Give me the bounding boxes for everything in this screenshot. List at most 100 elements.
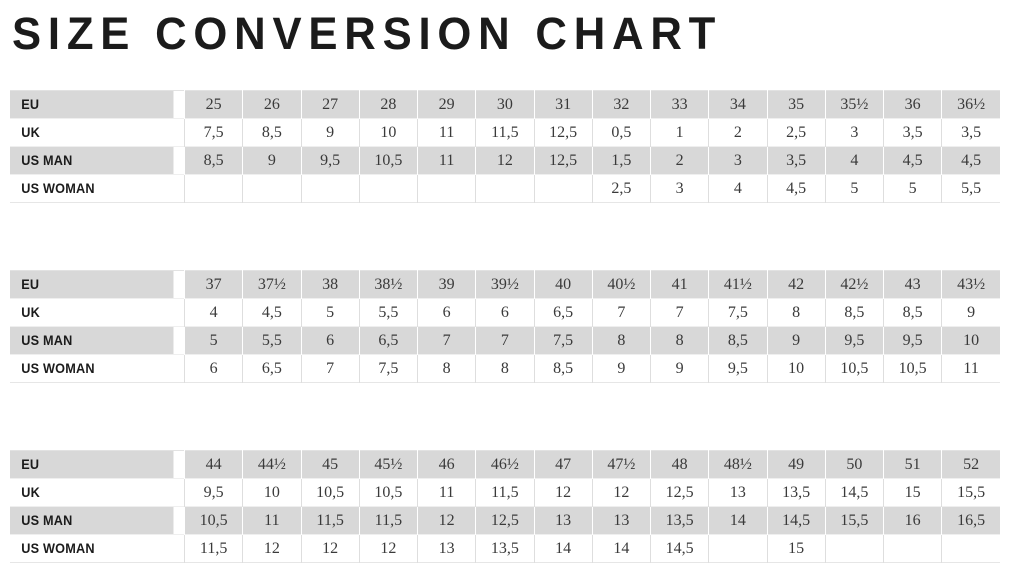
cell: 3 xyxy=(708,146,767,175)
cell: 45 xyxy=(300,450,360,479)
cell: 11 xyxy=(941,354,1000,383)
cell: 7 xyxy=(475,326,534,355)
cell: 12 xyxy=(591,478,651,507)
cell xyxy=(533,174,593,203)
cell: 14 xyxy=(708,506,767,535)
cell: 46 xyxy=(416,450,476,479)
cell: 13 xyxy=(591,506,651,535)
cell: 42 xyxy=(766,270,826,299)
cell: 9,5 xyxy=(882,326,942,355)
cell: 10,5 xyxy=(183,506,243,535)
table-row: US WOMAN 2,5 3 4 4,5 5 5 5,5 xyxy=(10,174,1000,203)
cell: 13 xyxy=(416,534,476,563)
row-label-uk: UK xyxy=(10,118,175,147)
cell xyxy=(941,534,1000,563)
cell: 9,5 xyxy=(183,478,243,507)
cell: 12,5 xyxy=(533,146,593,175)
cell: 4 xyxy=(183,298,243,327)
cell: 16,5 xyxy=(941,506,1000,535)
cell: 12 xyxy=(475,146,534,175)
cell: 26 xyxy=(242,90,301,119)
cell: 5 xyxy=(183,326,243,355)
cell: 14 xyxy=(533,534,593,563)
cell: 9 xyxy=(591,354,651,383)
cell: 36½ xyxy=(941,90,1000,119)
cell: 8,5 xyxy=(708,326,767,355)
table-row: UK 7,5 8,5 9 10 11 11,5 12,5 0,5 1 2 2,5 3 3,5 3,5 xyxy=(10,118,1000,147)
cell: 12,5 xyxy=(533,118,593,147)
cell: 8,5 xyxy=(242,118,301,147)
cell: 6,5 xyxy=(242,354,301,383)
cell: 47½ xyxy=(591,450,651,479)
row-label-eu: EU xyxy=(10,270,175,299)
cell: 45½ xyxy=(358,450,418,479)
cell: 9,5 xyxy=(824,326,884,355)
cell: 15 xyxy=(882,478,942,507)
row-label-us-woman: US WOMAN xyxy=(10,534,175,563)
cell: 11,5 xyxy=(475,478,534,507)
cell: 3,5 xyxy=(941,118,1000,147)
cell: 7,5 xyxy=(358,354,418,383)
row-label-eu: EU xyxy=(10,450,175,479)
cell: 8,5 xyxy=(882,298,942,327)
page-title: SIZE CONVERSION CHART xyxy=(12,8,723,59)
cell: 4,5 xyxy=(766,174,826,203)
size-table-3: EU 44 44½ 45 45½ 46 46½ 47 47½ 48 48½ 49 50 51 52 UK 9,5… xyxy=(10,450,1000,563)
table-row: US MAN 10,5 11 11,5 11,5 12 12,5 13 13 13,5 14 14,5… xyxy=(10,506,1000,535)
table-row: EU 37 37½ 38 38½ 39 39½ 40 40½ 41 41½ 42 42½ 43 43½ xyxy=(10,270,1000,299)
cell: 12 xyxy=(300,534,360,563)
cell: 5 xyxy=(300,298,360,327)
table-row: UK 4 4,5 5 5,5 6 6 6,5 7 7 7,5 8 8,5 8,5 9 xyxy=(10,298,1000,327)
cell: 41½ xyxy=(708,270,767,299)
cell: 3,5 xyxy=(766,146,826,175)
cell xyxy=(358,174,418,203)
cell: 12 xyxy=(533,478,593,507)
cell: 43 xyxy=(882,270,942,299)
cell: 8,5 xyxy=(183,146,243,175)
cell: 2 xyxy=(708,118,767,147)
cell: 7 xyxy=(300,354,360,383)
cell: 10 xyxy=(242,478,301,507)
cell: 14,5 xyxy=(766,506,826,535)
cell: 10,5 xyxy=(358,146,418,175)
cell: 7,5 xyxy=(183,118,243,147)
cell: 3,5 xyxy=(882,118,942,147)
cell: 11,5 xyxy=(300,506,360,535)
cell: 15,5 xyxy=(941,478,1000,507)
cell xyxy=(300,174,360,203)
cell: 43½ xyxy=(941,270,1000,299)
cell: 51 xyxy=(882,450,942,479)
cell: 12 xyxy=(242,534,301,563)
cell: 38½ xyxy=(358,270,418,299)
cell: 10,5 xyxy=(358,478,418,507)
cell: 10 xyxy=(941,326,1000,355)
cell: 11 xyxy=(416,478,476,507)
cell xyxy=(708,534,767,563)
table-row: US WOMAN 11,5 12 12 12 13 13,5 14 14 14,5 15 xyxy=(10,534,1000,563)
cell: 36 xyxy=(882,90,942,119)
cell: 52 xyxy=(941,450,1000,479)
cell: 3 xyxy=(649,174,709,203)
cell: 4,5 xyxy=(242,298,301,327)
cell: 38 xyxy=(300,270,360,299)
cell: 16 xyxy=(882,506,942,535)
cell: 8,5 xyxy=(533,354,593,383)
cell: 12 xyxy=(416,506,476,535)
cell: 15,5 xyxy=(824,506,884,535)
cell: 13 xyxy=(533,506,593,535)
cell: 15 xyxy=(766,534,826,563)
cell: 33 xyxy=(649,90,709,119)
cell xyxy=(882,534,942,563)
cell: 49 xyxy=(766,450,826,479)
cell: 4,5 xyxy=(882,146,942,175)
cell: 10,5 xyxy=(824,354,884,383)
cell: 27 xyxy=(300,90,360,119)
cell: 9 xyxy=(242,146,301,175)
cell: 8 xyxy=(591,326,651,355)
cell: 5,5 xyxy=(242,326,301,355)
cell: 2,5 xyxy=(591,174,651,203)
cell: 11,5 xyxy=(183,534,243,563)
cell: 9 xyxy=(941,298,1000,327)
cell: 39½ xyxy=(475,270,534,299)
cell: 13,5 xyxy=(475,534,534,563)
